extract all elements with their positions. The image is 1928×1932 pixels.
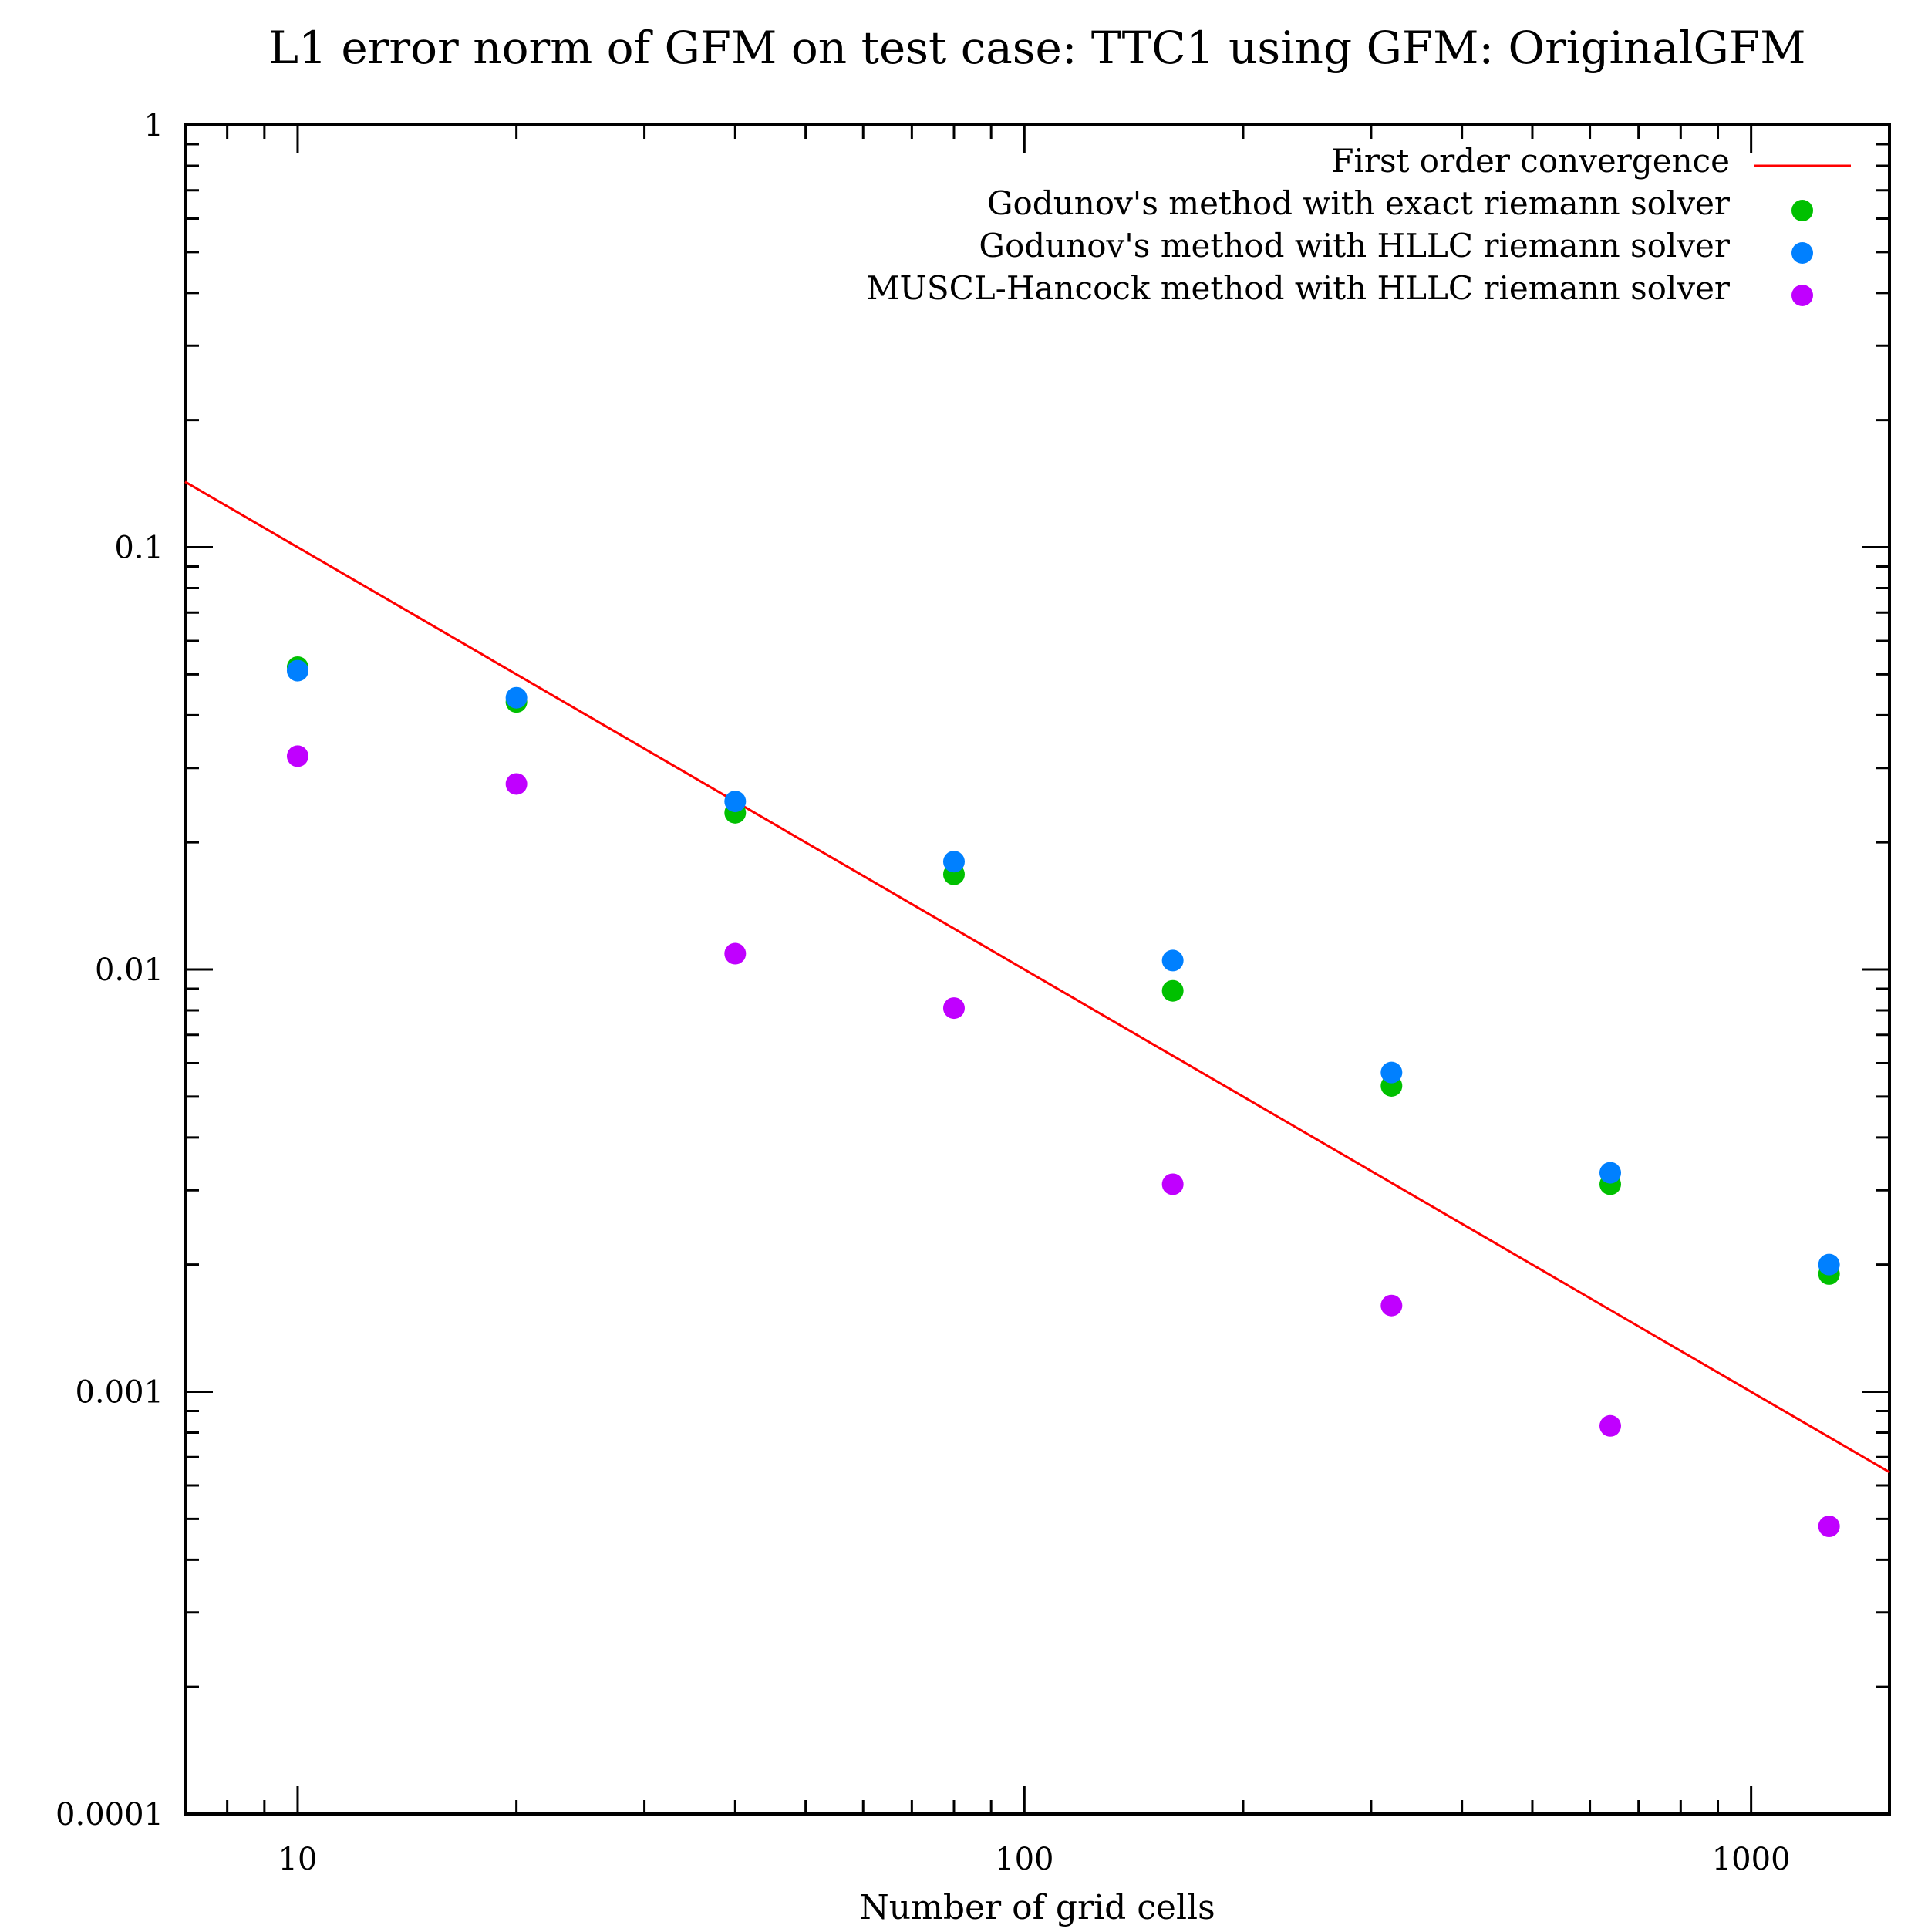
data-point-series-3 <box>1818 1516 1840 1538</box>
y-tick-label: 0.01 <box>95 953 163 988</box>
series-lines <box>184 480 1890 1474</box>
legend-label: MUSCL-Hancock method with HLLC riemann s… <box>866 269 1730 307</box>
series-points <box>286 656 1840 1538</box>
x-tick-label: 1000 <box>1712 1842 1791 1877</box>
x-tick-label: 100 <box>995 1842 1053 1877</box>
data-point-series-2 <box>1380 1061 1403 1084</box>
data-point-series-3 <box>942 997 965 1020</box>
data-point-series-2 <box>724 791 747 813</box>
legend-swatch-point <box>1791 242 1813 264</box>
data-point-series-2 <box>286 659 308 682</box>
data-point-series-3 <box>1161 1173 1184 1195</box>
legend-swatch-point <box>1791 200 1813 221</box>
data-point-series-2 <box>505 686 528 709</box>
legend-swatch-point <box>1791 285 1813 306</box>
data-point-series-3 <box>505 773 528 795</box>
legend-label: Godunov's method with exact riemann solv… <box>987 184 1731 222</box>
data-point-series-3 <box>286 745 308 767</box>
data-point-series-2 <box>1599 1162 1621 1184</box>
y-tick-label: 0.001 <box>75 1375 163 1411</box>
data-point-series-2 <box>942 851 965 873</box>
x-tick-label: 10 <box>278 1842 318 1877</box>
y-tick-label: 0.0001 <box>56 1797 163 1833</box>
data-point-series-2 <box>1818 1253 1840 1276</box>
y-tick-label: 0.1 <box>114 531 163 566</box>
axis-ticks: 10 100 1000 1 0.1 0.01 0.001 0.0001 <box>56 108 1889 1877</box>
series-line-first-order <box>184 480 1890 1474</box>
data-point-series-3 <box>724 942 747 965</box>
plot-frame <box>184 123 1891 1816</box>
legend-label: Godunov's method with HLLC riemann solve… <box>979 227 1731 265</box>
chart-title: L1 error norm of GFM on test case: TTC1 … <box>269 22 1806 74</box>
data-point-series-1 <box>1161 979 1184 1002</box>
y-tick-label: 1 <box>144 108 163 143</box>
data-point-series-3 <box>1380 1294 1403 1317</box>
legend: First order convergence Godunov's method … <box>866 142 1851 307</box>
x-axis-label: Number of grid cells <box>859 1888 1215 1927</box>
data-point-series-3 <box>1599 1414 1621 1437</box>
legend-label: First order convergence <box>1331 142 1730 180</box>
data-point-series-2 <box>1161 949 1184 972</box>
